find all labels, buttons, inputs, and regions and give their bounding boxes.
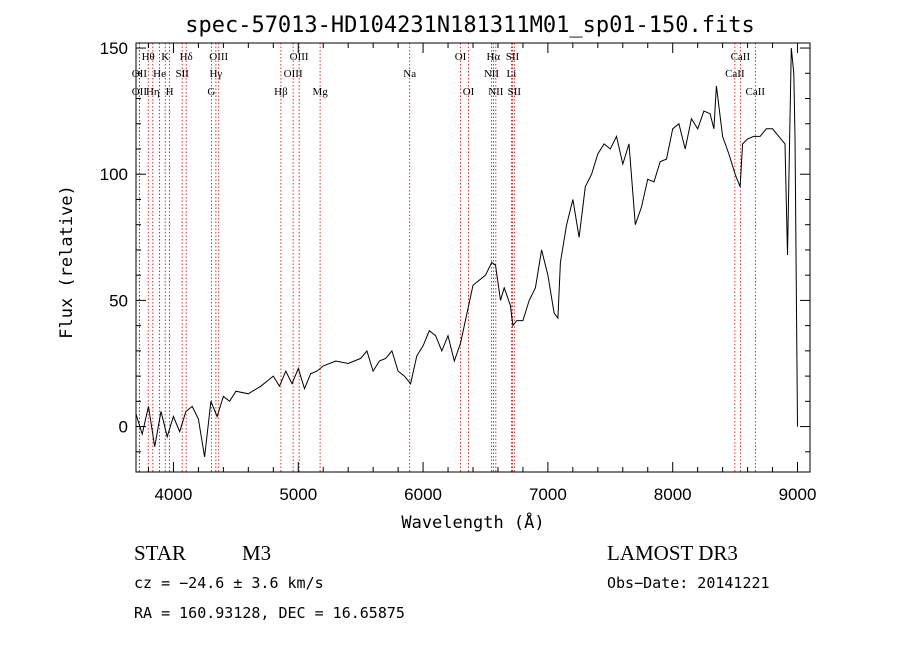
marker-label-18: OI: [463, 86, 475, 98]
y-tick-label-3: 150: [100, 39, 128, 58]
marker-label-16: Na: [403, 68, 416, 80]
marker-label-21: NII: [484, 68, 500, 80]
x-tick-label-0: 4000: [155, 485, 193, 504]
marker-label-22: Li: [507, 68, 517, 80]
marker-label-1: OII: [132, 68, 148, 80]
chart-title: spec-57013-HD104231N181311M01_sp01-150.f…: [185, 13, 755, 38]
marker-label-9: OIII: [209, 51, 228, 63]
marker-label-13: OIII: [284, 68, 303, 80]
marker-label-2: OII: [132, 86, 148, 98]
marker-label-8: Hδ: [180, 51, 193, 63]
x-axis: 4000 5000 6000 7000 8000 9000: [147, 43, 817, 504]
marker-label-3: He: [153, 68, 166, 80]
y-tick-label-1: 50: [109, 291, 128, 310]
plot-frame: [135, 42, 811, 473]
x-tick-label-4: 8000: [654, 485, 692, 504]
y-axis-label: Flux (relative): [57, 185, 77, 339]
obs-date-text: Obs−Date: 20141221: [607, 574, 770, 592]
object-subclass: M3: [242, 541, 271, 565]
marker-label-17: OI: [455, 51, 467, 63]
marker-label-11: G: [207, 86, 215, 98]
marker-label-6: SII: [175, 68, 189, 80]
coords-text: RA = 160.93128, DEC = 16.65875: [134, 604, 405, 622]
marker-label-25: CaII: [731, 51, 751, 63]
x-tick-label-2: 6000: [404, 485, 442, 504]
marker-label-27: CaII: [746, 86, 766, 98]
marker-label-14: Hβ: [274, 86, 288, 98]
x-tick-label-1: 5000: [279, 485, 317, 504]
x-tick-label-3: 7000: [529, 485, 567, 504]
x-axis-label: Wavelength (Å): [401, 511, 544, 533]
redshift-text: cz = −24.6 ± 3.6 km/s: [134, 574, 324, 592]
spectrum-line: [135, 47, 798, 457]
marker-label-24: SII: [508, 86, 522, 98]
marker-label-0: Hθ: [142, 51, 155, 63]
y-tick-label-2: 100: [100, 165, 128, 184]
marker-label-7: H: [166, 86, 174, 98]
x-tick-label-5: 9000: [779, 485, 817, 504]
marker-label-10: Hγ: [209, 68, 222, 80]
survey-name: LAMOST DR3: [607, 541, 738, 565]
marker-label-20: SII: [506, 51, 520, 63]
marker-label-12: OIII: [290, 51, 309, 63]
object-class: STAR: [134, 541, 186, 565]
marker-label-15: Mg: [312, 86, 328, 98]
y-axis: 0 50 100 150: [100, 39, 810, 453]
spectrum-series: [135, 47, 798, 457]
emission-line-markers: [138, 43, 756, 472]
marker-label-23: NII: [488, 86, 504, 98]
marker-label-26: CaII: [725, 68, 745, 80]
marker-label-4: Hη: [146, 86, 160, 98]
marker-label-5: K: [161, 51, 169, 63]
marker-label-19: Hα: [486, 51, 500, 63]
y-tick-label-0: 0: [119, 418, 128, 437]
